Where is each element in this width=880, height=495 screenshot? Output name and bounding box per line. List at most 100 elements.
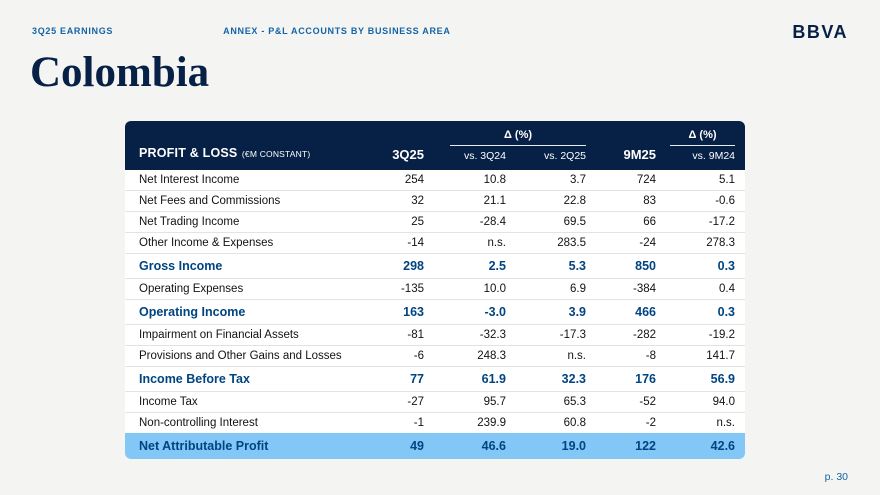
row-value: 248.3 [434, 345, 516, 366]
table-row: Net Attributable Profit 49 46.6 19.0 122 42.6 [125, 433, 745, 459]
table-row: Other Income & Expenses -14 n.s. 283.5 -24 27… [125, 232, 745, 253]
row-value: -17.2 [666, 211, 745, 232]
row-value: 69.5 [516, 211, 597, 232]
row-label: Income Tax [125, 391, 362, 412]
row-value: -282 [596, 324, 667, 345]
row-value: 42.6 [666, 433, 745, 459]
row-value: -32.3 [434, 324, 516, 345]
row-value: 66 [596, 211, 667, 232]
row-value: -52 [596, 391, 667, 412]
delta-label-quarter: Δ (%) [450, 129, 587, 146]
row-label: Net Fees and Commissions [125, 190, 362, 211]
row-value: 283.5 [516, 232, 597, 253]
top-bar: 3Q25 EARNINGS ANNEX - P&L ACCOUNTS BY BU… [32, 26, 848, 36]
row-value: 21.1 [434, 190, 516, 211]
row-value: 94.0 [666, 391, 745, 412]
row-value: 0.3 [666, 299, 745, 324]
table-title: PROFIT & LOSS [139, 146, 238, 160]
row-label: Gross Income [125, 253, 362, 278]
table-title-cell: PROFIT & LOSS (€M CONSTANT) [125, 121, 362, 170]
page-number: p. 30 [824, 471, 848, 483]
row-value: -19.2 [666, 324, 745, 345]
row-value: 49 [362, 433, 434, 459]
row-value: -81 [362, 324, 434, 345]
row-label: Provisions and Other Gains and Losses [125, 345, 362, 366]
column-header-vs-9m24: vs. 9M24 [666, 146, 745, 170]
table-row: Net Trading Income 25 -28.4 69.5 66 -17.2 [125, 211, 745, 232]
table-header: PROFIT & LOSS (€M CONSTANT) 3Q25 Δ (%) 9… [125, 121, 745, 170]
row-value: 95.7 [434, 391, 516, 412]
table-row: Impairment on Financial Assets -81 -32.3 -1… [125, 324, 745, 345]
row-value: -24 [596, 232, 667, 253]
delta-group-quarter: Δ (%) [434, 121, 597, 146]
earnings-period-label: 3Q25 EARNINGS [32, 26, 114, 36]
row-value: 19.0 [516, 433, 597, 459]
row-value: 239.9 [434, 412, 516, 433]
row-value: 83 [596, 190, 667, 211]
row-label: Net Attributable Profit [125, 433, 362, 459]
row-value: 3.9 [516, 299, 597, 324]
row-value: 6.9 [516, 278, 597, 299]
column-header-vs-3q24: vs. 3Q24 [434, 146, 516, 170]
row-value: 77 [362, 366, 434, 391]
bbva-logo: BBVA [792, 22, 848, 42]
delta-label-ytd: Δ (%) [670, 129, 736, 146]
row-value: 254 [404, 174, 424, 186]
column-header-ytd: 9M25 [596, 121, 667, 170]
row-value: -384 [596, 278, 667, 299]
row-label: Operating Income [125, 299, 362, 324]
table-row: Provisions and Other Gains and Losses -6 2… [125, 345, 745, 366]
row-label: Other Income & Expenses [125, 232, 362, 253]
table-row: Gross Income 298 2.5 5.3 850 0.3 [125, 253, 745, 278]
table-row: Net Interest Income 254 10.8 3.7 724 5.1 [125, 170, 745, 190]
table-row: Non-controlling Interest -1 239.9 60.8 -2 n.s… [125, 412, 745, 433]
table-row: Income Before Tax 77 61.9 32.3 176 56.9 [125, 366, 745, 391]
row-value: 22.8 [516, 190, 597, 211]
row-value: 60.8 [516, 412, 597, 433]
table-body: Net Interest Income 254 10.8 3.7 724 5.1 Net F… [125, 170, 745, 459]
row-value: 56.9 [666, 366, 745, 391]
row-value: 122 [596, 433, 667, 459]
row-value: 0.3 [666, 253, 745, 278]
row-value: -28.4 [434, 211, 516, 232]
row-value: 278.3 [666, 232, 745, 253]
row-value: n.s. [516, 345, 597, 366]
profit-loss-table: PROFIT & LOSS (€M CONSTANT) 3Q25 Δ (%) 9… [125, 121, 745, 459]
row-value: 2.5 [434, 253, 516, 278]
table-row: Net Fees and Commissions 32 21.1 22.8 83 -0.6 [125, 190, 745, 211]
row-value: 298 [362, 253, 434, 278]
row-value: n.s. [666, 412, 745, 433]
row-value: 65.3 [516, 391, 597, 412]
row-value: 141.7 [666, 345, 745, 366]
column-header-quarter: 3Q25 [362, 121, 434, 170]
row-value: n.s. [434, 232, 516, 253]
row-value: 163 [362, 299, 434, 324]
row-value: -0.6 [666, 190, 745, 211]
row-value: -135 [362, 278, 434, 299]
row-value: -3.0 [434, 299, 516, 324]
row-label: Non-controlling Interest [125, 412, 362, 433]
row-value: 724 [636, 174, 657, 186]
row-value: -6 [362, 345, 434, 366]
table-row: Income Tax -27 95.7 65.3 -52 94.0 [125, 391, 745, 412]
row-value: -17.3 [516, 324, 597, 345]
row-value: 176 [596, 366, 667, 391]
row-value: -14 [362, 232, 434, 253]
row-value: -1 [362, 412, 434, 433]
row-value: 0.4 [666, 278, 745, 299]
row-value: 466 [596, 299, 667, 324]
row-value: 5.1 [719, 174, 736, 186]
row-value: -27 [362, 391, 434, 412]
row-label: Net Trading Income [125, 211, 362, 232]
row-value: -2 [596, 412, 667, 433]
row-value: -8 [596, 345, 667, 366]
row-value: 61.9 [434, 366, 516, 391]
row-value: 10.0 [434, 278, 516, 299]
pl-table: PROFIT & LOSS (€M CONSTANT) 3Q25 Δ (%) 9… [125, 121, 745, 459]
table-row: Operating Income 163 -3.0 3.9 466 0.3 [125, 299, 745, 324]
delta-group-ytd: Δ (%) [666, 121, 745, 146]
row-value: 25 [362, 211, 434, 232]
row-label: Net Interest Income [139, 174, 240, 186]
row-value: 10.8 [483, 174, 506, 186]
row-value: 850 [596, 253, 667, 278]
